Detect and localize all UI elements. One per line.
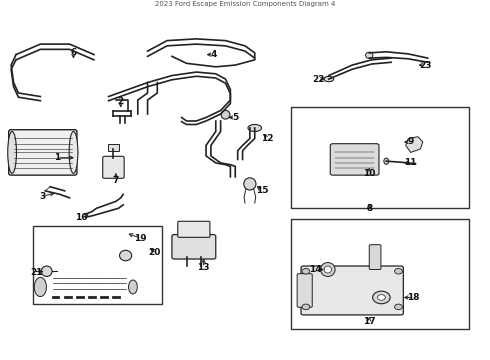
Text: 3: 3 [40,192,46,201]
Text: 19: 19 [134,234,147,243]
Text: 2: 2 [118,97,124,106]
Ellipse shape [128,280,137,294]
Ellipse shape [8,131,17,174]
Text: 18: 18 [407,293,419,302]
Text: 4: 4 [210,50,217,59]
Text: 11: 11 [404,158,417,167]
Text: 20: 20 [148,248,161,257]
Text: 22: 22 [312,75,324,84]
Circle shape [394,304,402,310]
Text: 17: 17 [363,318,375,327]
Ellipse shape [120,250,132,261]
Polygon shape [406,137,423,152]
Circle shape [394,269,402,274]
Text: 13: 13 [197,263,210,272]
Ellipse shape [320,262,335,276]
FancyBboxPatch shape [369,245,381,270]
Text: 16: 16 [75,213,88,222]
Ellipse shape [41,266,52,276]
Ellipse shape [244,178,256,190]
FancyBboxPatch shape [103,156,124,178]
Circle shape [302,269,310,274]
Ellipse shape [324,76,334,82]
Text: 21: 21 [30,269,43,278]
Text: 23: 23 [419,60,432,69]
Bar [291,107,469,208]
Ellipse shape [34,277,47,297]
Ellipse shape [69,131,78,174]
Text: 6: 6 [71,48,76,57]
Text: 9: 9 [408,138,414,147]
Text: 14: 14 [309,265,322,274]
Ellipse shape [248,125,262,131]
Title: 2023 Ford Escape Emission Components Diagram 4: 2023 Ford Escape Emission Components Dia… [155,1,335,8]
Text: 5: 5 [232,113,238,122]
FancyBboxPatch shape [178,221,210,237]
Text: 8: 8 [366,204,372,213]
FancyBboxPatch shape [330,144,379,175]
Text: 1: 1 [54,153,61,162]
FancyBboxPatch shape [9,130,77,175]
Circle shape [377,295,385,300]
Ellipse shape [221,110,230,119]
FancyBboxPatch shape [172,235,216,259]
Circle shape [302,304,310,310]
Text: 10: 10 [363,169,375,178]
Ellipse shape [324,266,331,273]
Circle shape [373,291,390,304]
FancyBboxPatch shape [301,266,403,315]
Text: 7: 7 [113,176,119,185]
FancyBboxPatch shape [297,274,312,307]
Polygon shape [108,144,119,151]
Bar [33,226,162,305]
Bar [291,219,469,329]
Ellipse shape [384,158,389,164]
Text: 15: 15 [256,186,269,195]
Text: 12: 12 [261,134,273,143]
Ellipse shape [366,52,373,58]
